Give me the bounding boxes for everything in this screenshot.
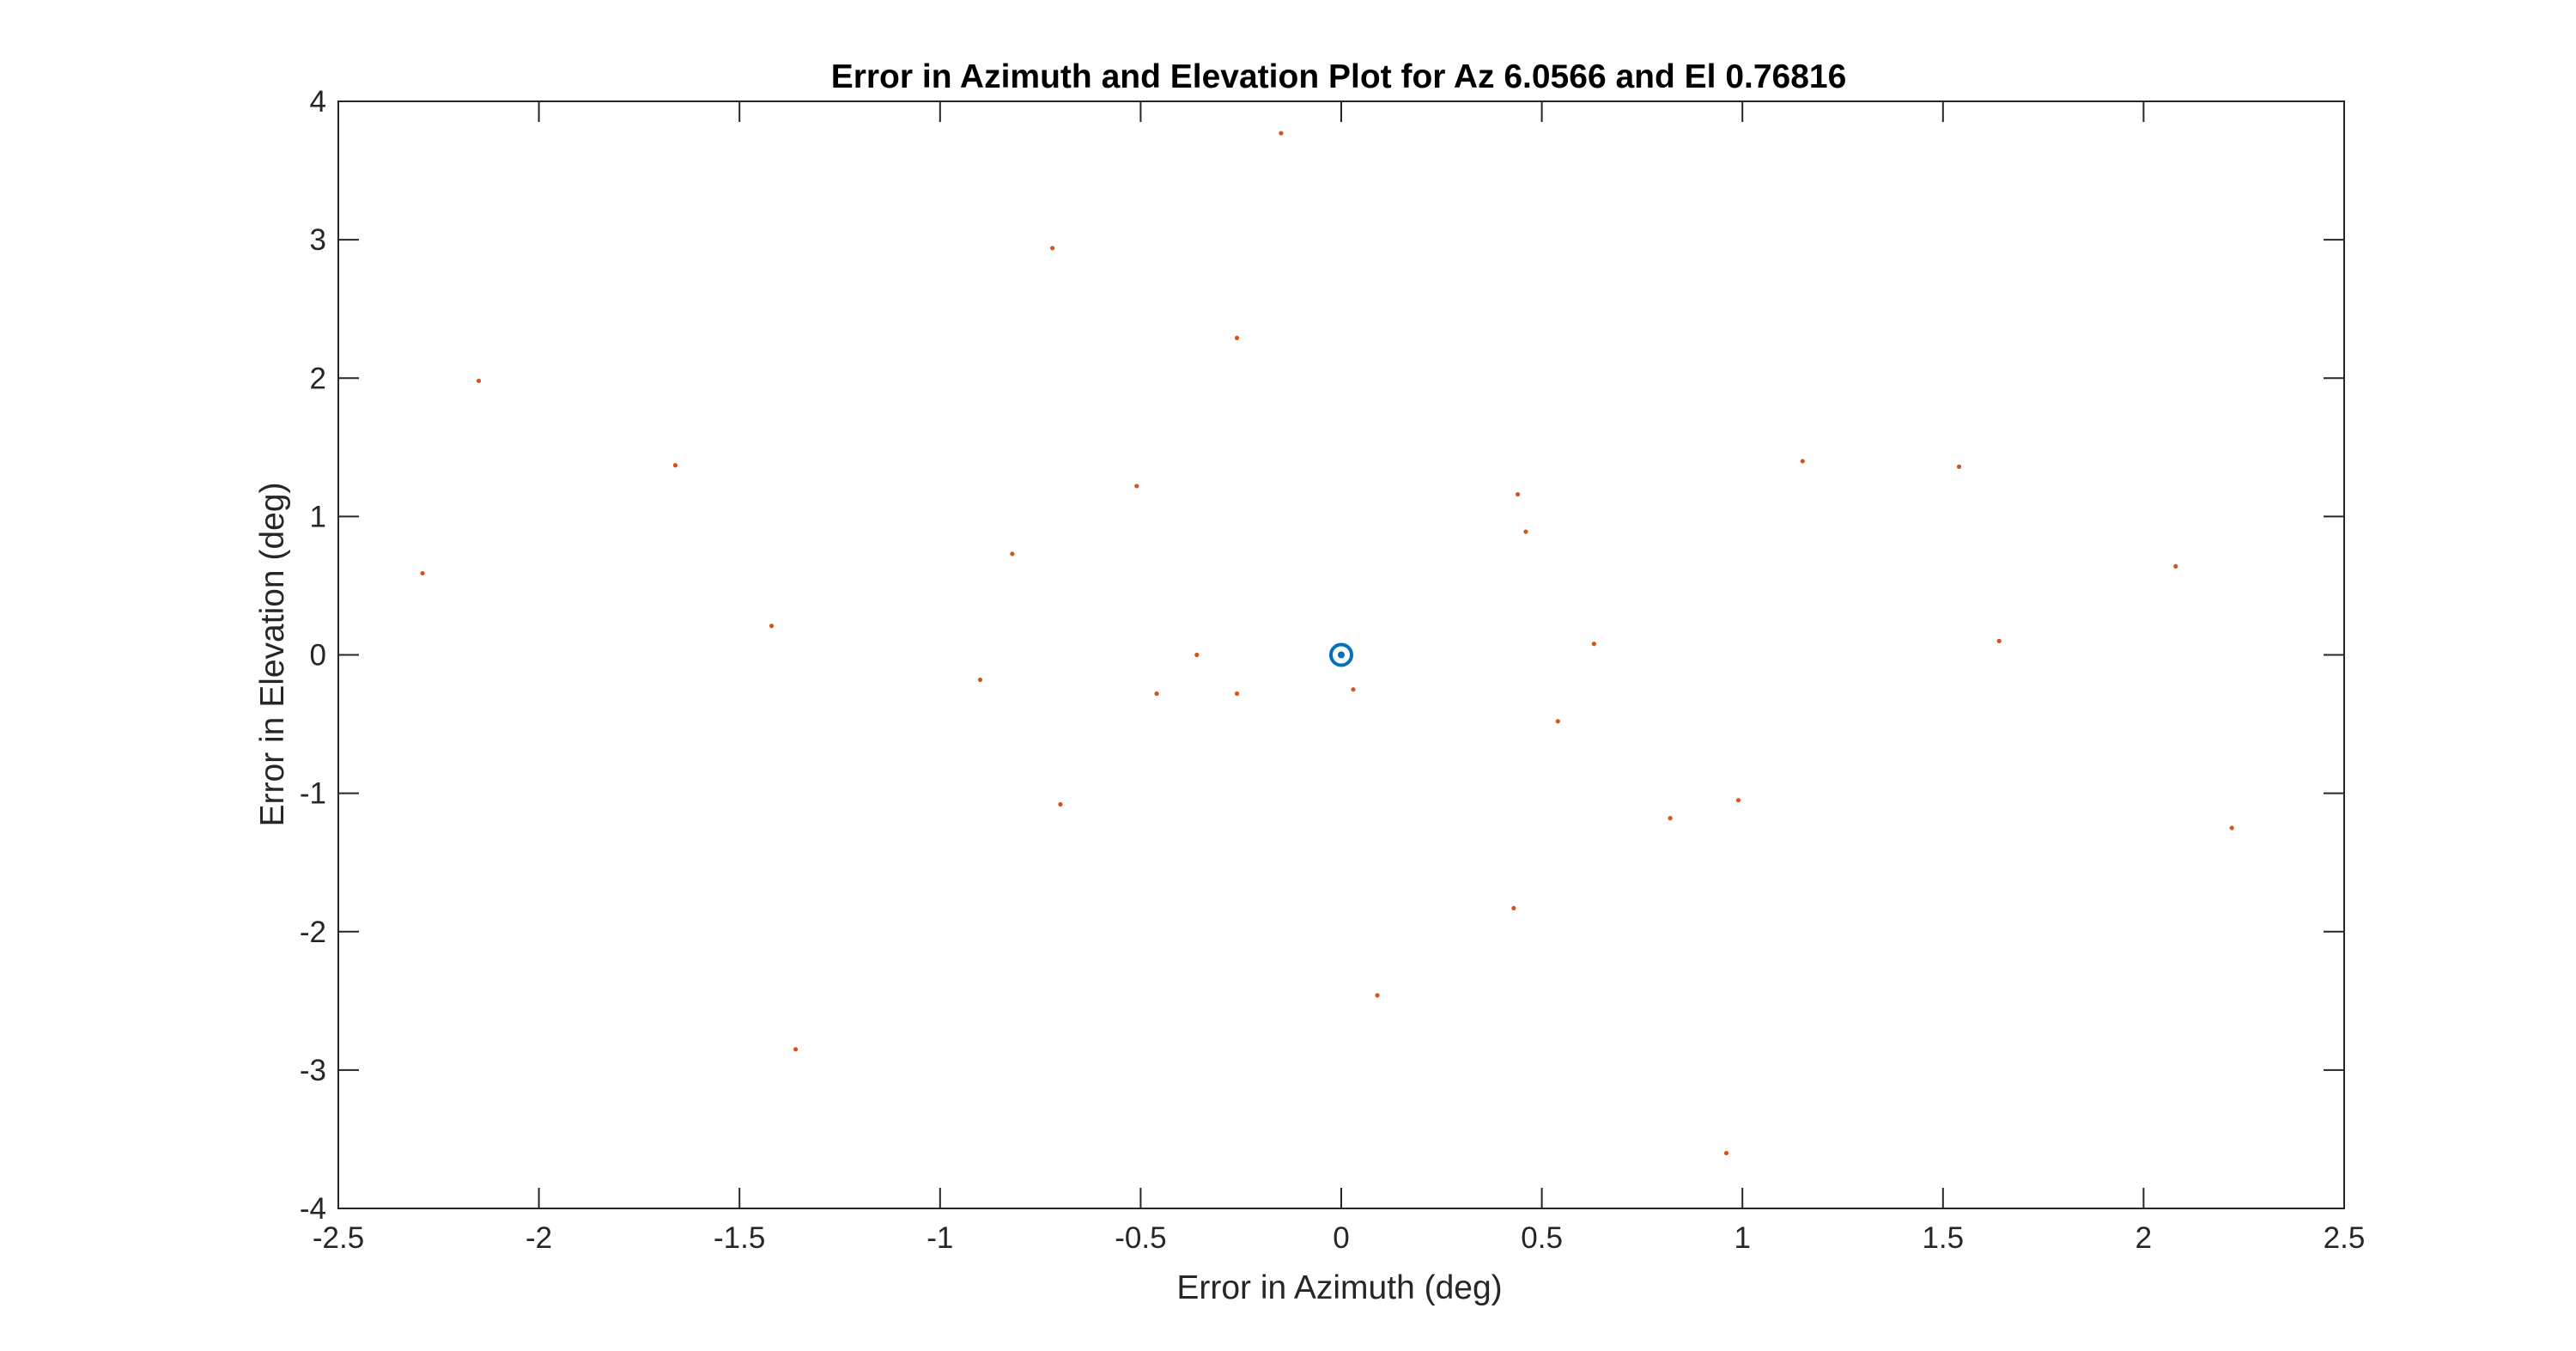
error-sample-point (1234, 691, 1240, 697)
error-sample-point (1523, 529, 1528, 534)
y-tick-label: -4 (300, 1192, 326, 1226)
error-sample-point (1511, 905, 1516, 910)
error-sample-point (1996, 638, 2002, 643)
reference-point (1329, 642, 1353, 667)
error-sample-point (1351, 687, 1356, 692)
error-sample-point (1375, 993, 1380, 998)
error-sample-point (1591, 642, 1596, 647)
error-sample-point (793, 1047, 799, 1052)
error-sample-point (1800, 459, 1805, 464)
x-tick-label: 2 (2136, 1221, 2152, 1255)
x-tick-label: 0 (1333, 1221, 1349, 1255)
reference-point-center (1338, 651, 1345, 659)
x-tick-label: 1 (1734, 1221, 1750, 1255)
y-tick-label: 3 (310, 223, 326, 257)
error-sample-point (1058, 801, 1063, 807)
chart-title: Error in Azimuth and Elevation Plot for … (831, 58, 1847, 95)
y-tick-label: -2 (300, 916, 326, 949)
error-sample-point (1050, 246, 1055, 251)
error-sample-point (1668, 816, 1673, 821)
x-tick-label: -2 (526, 1221, 552, 1255)
error-sample-point (672, 463, 678, 468)
error-sample-point (1154, 691, 1159, 697)
x-axis-label: Error in Azimuth (deg) (1176, 1269, 1502, 1306)
error-sample-point (769, 624, 775, 629)
y-tick-label: -1 (300, 777, 326, 811)
y-axis-label: Error in Elevation (deg) (254, 482, 291, 826)
y-tick-label: 0 (310, 639, 326, 672)
error-sample-point (1735, 798, 1741, 803)
error-sample-point (1723, 1150, 1729, 1156)
y-axis-ticks: -4 -3 -2 -1 0 1 2 3 4 (300, 85, 2344, 1226)
x-tick-label: -1 (927, 1221, 953, 1255)
error-sample-point (1010, 551, 1015, 557)
error-sample-point (476, 378, 482, 384)
error-sample-point (1956, 464, 1962, 469)
x-tick-label: -0.5 (1115, 1221, 1166, 1255)
error-sample-point (2173, 563, 2178, 569)
error-sample-point (977, 677, 983, 683)
x-axis-ticks: -2.5 -2 -1.5 -1 -0.5 0 0.5 1 1.5 2 2.5 (313, 101, 2365, 1255)
error-sample-point (1515, 491, 1521, 497)
data-markers (420, 131, 2234, 1156)
error-sample-point (1555, 719, 1560, 724)
plot-area: -2.5 -2 -1.5 -1 -0.5 0 0.5 1 1.5 2 2.5 -4 -3 -2 -1 0 1 2… (300, 85, 2365, 1255)
x-tick-label: 2.5 (2324, 1221, 2366, 1255)
error-sample-point (2229, 825, 2234, 831)
error-sample-point (420, 570, 425, 576)
error-sample-point (1194, 652, 1200, 658)
error-sample-point (1234, 335, 1240, 341)
x-tick-label: 1.5 (1922, 1221, 1964, 1255)
y-tick-label: -3 (300, 1054, 326, 1087)
x-tick-label: -1.5 (714, 1221, 765, 1255)
x-tick-label: 0.5 (1521, 1221, 1563, 1255)
y-tick-label: 2 (310, 362, 326, 395)
x-tick-label: -2.5 (313, 1221, 364, 1255)
y-tick-label: 1 (310, 500, 326, 533)
error-sample-point (1134, 484, 1139, 489)
y-tick-label: 4 (310, 85, 326, 119)
error-sample-point (1279, 131, 1284, 136)
